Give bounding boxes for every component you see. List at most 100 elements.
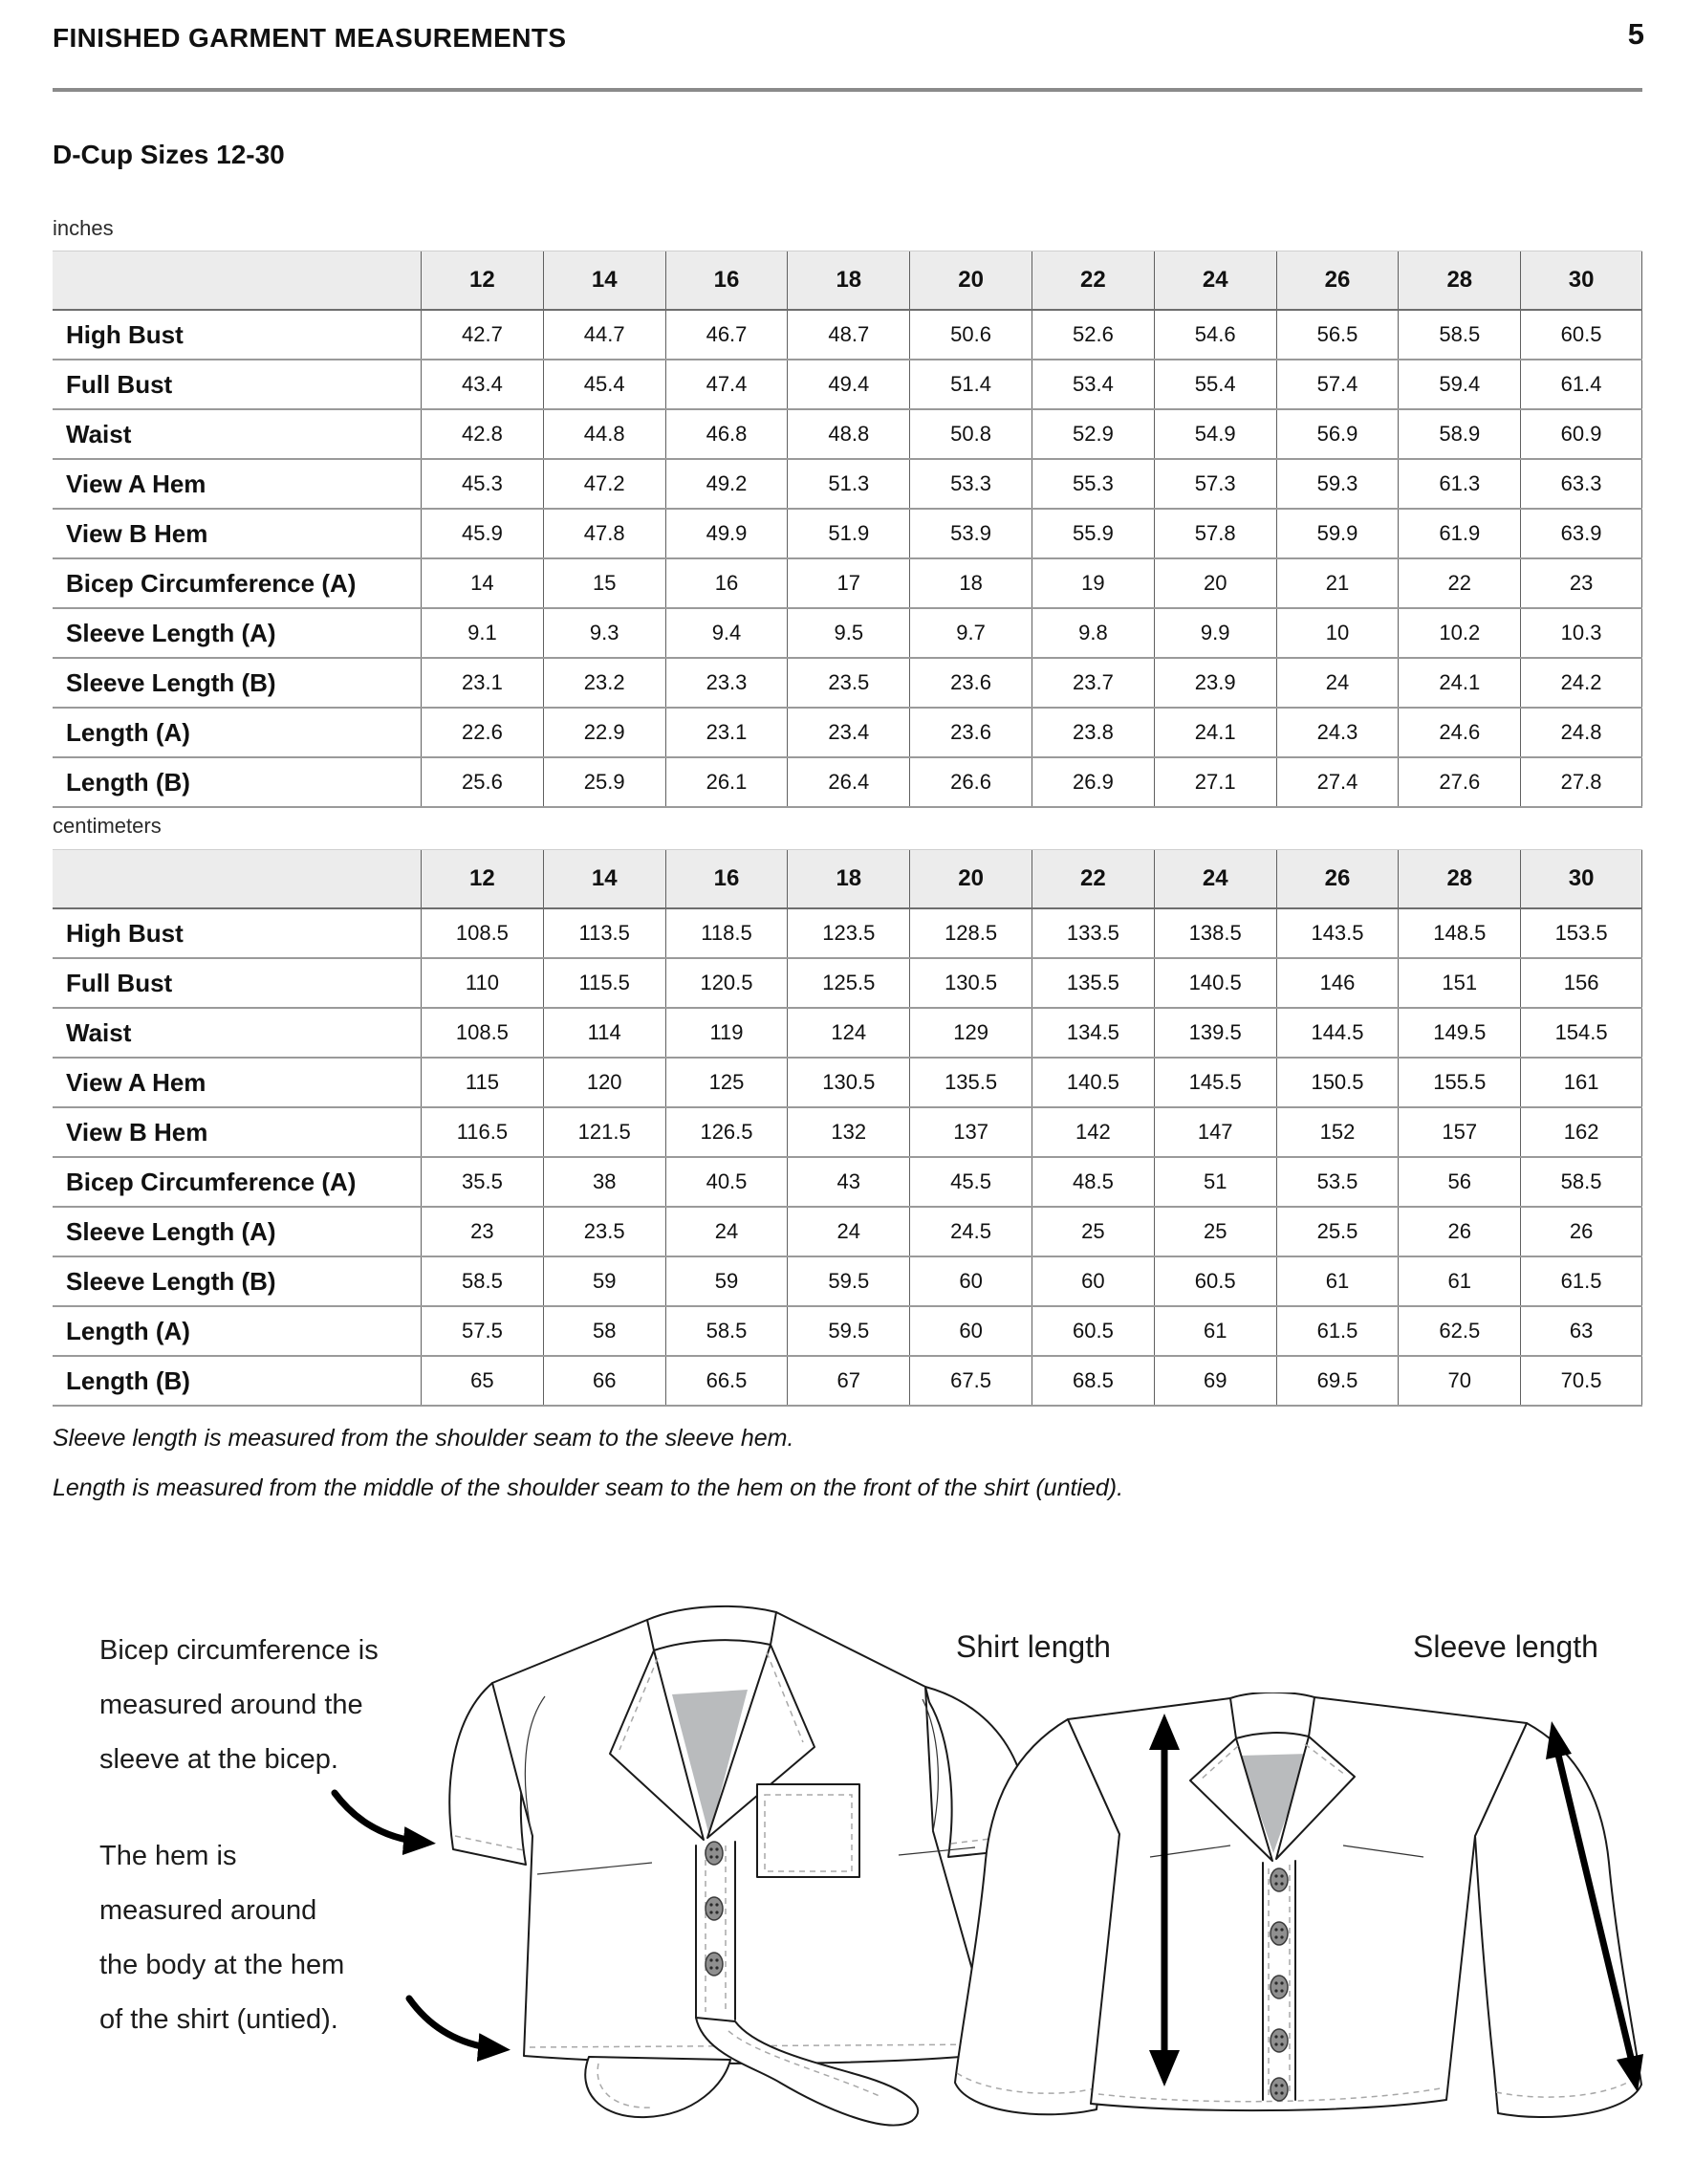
row-label: Length (B): [66, 767, 190, 797]
measurement-cell: 54.9: [1153, 410, 1276, 458]
table-row: View A Hem 45.3 47.2 49.2 51.3 53.3 55.3 57.3 59…: [53, 460, 1642, 510]
measurement-cell: 24.1: [1398, 659, 1520, 707]
measurement-cell: 143.5: [1275, 909, 1399, 957]
measurement-cell: 129: [909, 1009, 1032, 1057]
measurement-cell: 48.5: [1032, 1158, 1154, 1206]
measurement-cell: 46.8: [664, 410, 788, 458]
measurement-notes: Sleeve length is measured from the shoul…: [53, 1413, 1123, 1513]
measurement-cell: 43.4: [421, 360, 543, 408]
measurement-cell: 121.5: [542, 1108, 665, 1156]
measurement-cell: 59.5: [787, 1257, 909, 1305]
measurement-cell: 24: [787, 1208, 909, 1256]
measurement-cell: 9.8: [1032, 609, 1154, 657]
sleeve-length-arrow: [1546, 1721, 1643, 2092]
measurement-cell: 135.5: [1032, 959, 1154, 1007]
measurement-cell: 125.5: [787, 959, 909, 1007]
measurement-cell: 63.3: [1520, 460, 1642, 508]
measurement-cell: 45.3: [421, 460, 543, 508]
table-row: View A Hem 115 120 125 130.5 135.5 140.5 145.5 1…: [53, 1059, 1642, 1108]
shirt-length-arrow: [1149, 1714, 1180, 2086]
measurement-cell: 113.5: [542, 909, 665, 957]
measurement-cell: 9.1: [421, 609, 543, 657]
measurement-cell: 69.5: [1275, 1357, 1399, 1405]
measurement-cell: 110: [421, 959, 543, 1007]
measurement-cell: 116.5: [421, 1108, 543, 1156]
measurement-cell: 60: [909, 1257, 1032, 1305]
measurement-cell: 140.5: [1153, 959, 1276, 1007]
measurement-cell: 51.3: [787, 460, 909, 508]
measurement-cell: 125: [664, 1059, 788, 1106]
row-label: Length (A): [66, 717, 190, 747]
measurement-cell: 108.5: [421, 909, 543, 957]
table-row: High Bust 42.7 44.7 46.7 48.7 50.6 52.6 54.6 56.…: [53, 311, 1642, 360]
measurement-cell: 55.9: [1032, 510, 1154, 557]
tie-tail-left: [584, 2056, 731, 2119]
measurement-cell: 25.9: [542, 758, 665, 806]
button: [1270, 1975, 1289, 1999]
measurement-cell: 9.9: [1153, 609, 1276, 657]
measurement-cell: 26.9: [1032, 758, 1154, 806]
row-label: Bicep Circumference (A): [66, 1167, 357, 1196]
size-column-header: 28: [1398, 850, 1520, 907]
measurement-cell: 60.5: [1032, 1307, 1154, 1355]
size-column-header: 14: [542, 251, 665, 309]
measurement-cell: 24: [664, 1208, 788, 1256]
row-label: Length (A): [66, 1316, 190, 1345]
measurement-cell: 44.7: [542, 311, 665, 359]
table-row: Length (B) 25.6 25.9 26.1 26.4 26.6 26.9 27.1 27…: [53, 758, 1642, 808]
page-title: FINISHED GARMENT MEASUREMENTS: [53, 23, 567, 53]
measurement-cell: 130.5: [909, 959, 1032, 1007]
table-row: Bicep Circumference (A) 35.5 38 40.5 43 45.5 4…: [53, 1158, 1642, 1208]
button: [1270, 2028, 1289, 2053]
measurement-cell: 25: [1032, 1208, 1154, 1256]
button: [705, 1952, 724, 1977]
left-lapel: [609, 1649, 705, 1841]
row-label: Sleeve Length (B): [66, 1266, 276, 1296]
measurement-cell: 27.6: [1398, 758, 1520, 806]
measurement-cell: 24.6: [1398, 709, 1520, 756]
measurement-cell: 148.5: [1398, 909, 1520, 957]
measurement-cell: 23.5: [787, 659, 909, 707]
measurement-cell: 27.4: [1275, 758, 1399, 806]
measurement-cell: 63: [1520, 1307, 1642, 1355]
table-row: Length (A) 57.5 58 58.5 59.5 60 60.5 61 61.5 62.5…: [53, 1307, 1642, 1357]
measurement-cell: 59.3: [1275, 460, 1399, 508]
measurement-cell: 134.5: [1032, 1009, 1154, 1057]
size-column-header: 30: [1520, 850, 1642, 907]
measurement-cell: 56.9: [1275, 410, 1399, 458]
measurement-cell: 35.5: [421, 1158, 543, 1206]
measurement-cell: 49.9: [664, 510, 788, 557]
measurement-cell: 23.9: [1153, 659, 1276, 707]
shirt-body: [1067, 1696, 1528, 2112]
measurement-cell: 59.9: [1275, 510, 1399, 557]
measurement-cell: 145.5: [1153, 1059, 1276, 1106]
measurement-cell: 120.5: [664, 959, 788, 1007]
measurement-cell: 23.6: [909, 709, 1032, 756]
measurement-cell: 23: [1520, 559, 1642, 607]
note-sleeve-length: Sleeve length is measured from the shoul…: [53, 1425, 794, 1452]
measurement-cell: 61.4: [1520, 360, 1642, 408]
measurement-cell: 58.5: [421, 1257, 543, 1305]
measurement-cell: 23: [421, 1208, 543, 1256]
measurement-cell: 119: [664, 1009, 788, 1057]
measurement-cell: 53.5: [1275, 1158, 1399, 1206]
measurement-cell: 18: [909, 559, 1032, 607]
size-column-header: 26: [1275, 850, 1399, 907]
measurement-cell: 57.5: [421, 1307, 543, 1355]
size-column-header: 22: [1032, 850, 1154, 907]
note-shirt-length: Length is measured from the middle of th…: [53, 1474, 1124, 1501]
measurement-cell: 139.5: [1153, 1009, 1276, 1057]
measurement-cell: 40.5: [664, 1158, 788, 1206]
measurement-cell: 42.8: [421, 410, 543, 458]
measurement-cell: 138.5: [1153, 909, 1276, 957]
button: [1270, 1867, 1289, 1892]
measurement-cell: 61.9: [1398, 510, 1520, 557]
unit-label-inches: inches: [53, 216, 114, 240]
measurement-cell: 17: [787, 559, 909, 607]
collar-band: [1229, 1693, 1315, 1739]
row-label: View A Hem: [66, 469, 206, 498]
measurement-cell: 19: [1032, 559, 1154, 607]
measurement-cell: 60.5: [1153, 1257, 1276, 1305]
measurement-cell: 23.2: [542, 659, 665, 707]
